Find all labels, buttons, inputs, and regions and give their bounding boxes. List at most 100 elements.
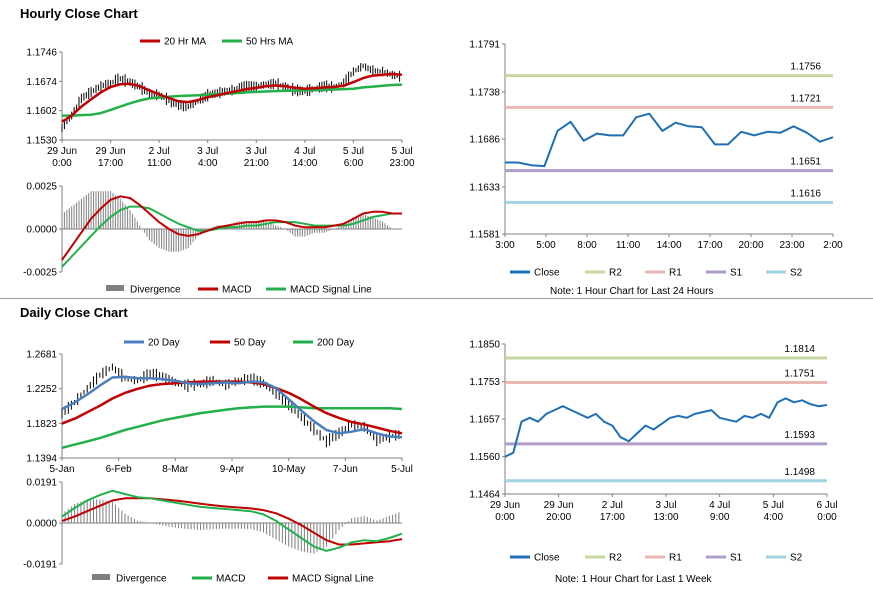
x-tick-label: 4 Jul (294, 146, 315, 157)
legend-swatch (92, 574, 110, 580)
hourly-price-chart: 20 Hr MA 50 Hrs MA 1.1746 1.1674 1.1602 1.153… (26, 37, 415, 170)
y-tick-label: 1.1686 (469, 135, 500, 146)
close-line (505, 112, 834, 168)
x-tick-label: 5 Jul (343, 146, 364, 157)
x-tick-label: 2:00 (823, 240, 843, 251)
legend-label: Divergence (116, 574, 167, 585)
y-tick-label: 1.1746 (26, 48, 57, 59)
x-tick-label: 3 Jul (246, 146, 267, 157)
legend-label: Divergence (130, 285, 181, 296)
x-tick-label: 29 Jun (47, 146, 77, 157)
x-tick-label: 20:00 (738, 240, 763, 251)
y-tick-label: 1.1633 (469, 182, 500, 193)
legend-label: 200 Day (317, 338, 354, 349)
level-label-s2: 1.1616 (790, 188, 821, 199)
level-label-s1: 1.1593 (784, 430, 815, 441)
x-tick-label: 11:00 (616, 240, 641, 251)
legend-label: 20 Hr MA (164, 37, 207, 48)
y-tick-label: 1.1530 (26, 136, 57, 147)
x-tick-label: 17:00 (600, 512, 625, 523)
x-tick-label: 10-May (272, 464, 305, 475)
level-label-s1: 1.1651 (790, 157, 821, 168)
level-label-s2: 1.1498 (784, 467, 815, 478)
y-tick-label: 0.0191 (26, 478, 57, 489)
legend-label: Close (534, 553, 560, 564)
level-label-r2: 1.1814 (784, 344, 815, 355)
legend-label: MACD (222, 285, 251, 296)
legend-label: 20 Day (148, 338, 180, 349)
x-tick-label: 29 Jun (544, 500, 574, 511)
legend-label: 50 Hrs MA (246, 37, 294, 48)
x-tick-label: 29 Jun (490, 500, 520, 511)
legend-label: S1 (730, 553, 743, 564)
x-tick-label: 2 Jul (602, 500, 623, 511)
legend-swatch (106, 285, 124, 291)
y-tick-label: 1.1791 (469, 40, 500, 51)
signal-line (61, 497, 403, 546)
ma-200-line (61, 405, 403, 450)
x-tick-label: 7-Jun (333, 464, 358, 475)
level-label-r1: 1.1721 (790, 93, 821, 104)
x-tick-label: 17:00 (697, 240, 722, 251)
legend-label: R2 (609, 268, 622, 279)
x-tick-label: 9-Apr (220, 464, 245, 475)
y-tick-label: 1.1657 (469, 415, 500, 426)
legend-label: 50 Day (234, 338, 266, 349)
hourly-note: Note: 1 Hour Chart for Last 24 Hours (550, 286, 714, 297)
y-tick-label: 1.1602 (26, 106, 57, 117)
daily-price-chart: 20 Day 50 Day 200 Day 1.2681 1.2252 1.1823 1.1… (26, 338, 412, 476)
x-tick-label: 8-Mar (162, 464, 189, 475)
hourly-section-title: Hourly Close Chart (20, 6, 138, 21)
x-tick-label: 0:00 (52, 158, 72, 169)
x-tick-label: 14:00 (292, 158, 317, 169)
x-tick-label: 4 Jul (709, 500, 730, 511)
y-tick-label: -0.0191 (23, 560, 57, 571)
legend-label: S2 (790, 268, 803, 279)
x-tick-label: 20:00 (546, 512, 571, 523)
x-tick-label: 5 Jul (391, 146, 412, 157)
x-tick-label: 3 Jul (655, 500, 676, 511)
x-tick-label: 6 Jul (816, 500, 837, 511)
x-tick-label: 17:00 (98, 158, 123, 169)
x-tick-label: 0:00 (495, 512, 515, 523)
x-tick-label: 6:00 (344, 158, 364, 169)
section-divider (0, 298, 873, 299)
x-tick-label: 4:00 (198, 158, 218, 169)
x-tick-label: 8:00 (577, 240, 597, 251)
x-tick-label: 23:00 (779, 240, 804, 251)
y-tick-label: 1.1394 (26, 454, 57, 465)
x-tick-label: 21:00 (244, 158, 269, 169)
x-tick-label: 2 Jul (149, 146, 170, 157)
x-tick-label: 6-Feb (106, 464, 133, 475)
legend-label: R1 (669, 553, 682, 564)
level-label-r2: 1.1756 (790, 62, 821, 73)
hourly-levels-chart: 1.1791 1.1738 1.1686 1.1633 1.1581 1.1756 1.17… (469, 40, 843, 279)
x-tick-label: 5:00 (536, 240, 556, 251)
signal-line (61, 205, 402, 268)
y-tick-label: 1.1464 (469, 490, 500, 501)
legend-label: R1 (669, 268, 682, 279)
x-tick-label: 5-Jan (49, 464, 74, 475)
legend-label: S2 (790, 553, 803, 564)
y-tick-label: 1.2252 (26, 384, 57, 395)
level-label-r1: 1.1751 (784, 368, 815, 379)
y-tick-label: 1.1753 (469, 377, 500, 388)
y-tick-label: 1.1560 (469, 452, 500, 463)
legend-label: MACD Signal Line (290, 285, 372, 296)
y-tick-label: 1.1850 (469, 340, 500, 351)
y-tick-label: 0.0000 (26, 519, 57, 530)
x-tick-label: 3:00 (495, 240, 515, 251)
x-tick-label: 23:00 (389, 158, 414, 169)
y-tick-label: 1.2681 (26, 350, 57, 361)
legend-label: S1 (730, 268, 743, 279)
legend-label: Close (534, 268, 560, 279)
x-tick-label: 14:00 (656, 240, 681, 251)
daily-levels-chart: 1.1850 1.1753 1.1657 1.1560 1.1464 1.1814 1.17… (469, 340, 837, 564)
y-tick-label: 1.1823 (26, 419, 57, 430)
x-tick-label: 5 Jul (763, 500, 784, 511)
legend-label: R2 (609, 553, 622, 564)
x-tick-label: 29 Jun (96, 146, 126, 157)
hourly-macd-chart: 0.0025 0.0000 -0.0025 Divergence MACD MACD Si… (23, 182, 402, 296)
daily-section-title: Daily Close Chart (20, 305, 128, 320)
y-tick-label: -0.0025 (23, 268, 57, 279)
